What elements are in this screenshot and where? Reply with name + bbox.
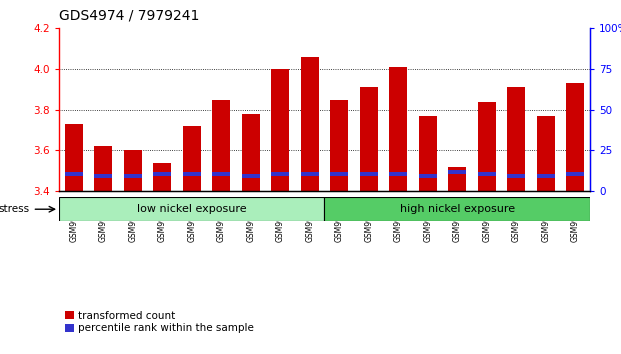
- Bar: [301, 172, 319, 176]
- Bar: [330, 172, 348, 176]
- Bar: [212, 172, 230, 176]
- Text: GDS4974 / 7979241: GDS4974 / 7979241: [59, 9, 199, 23]
- Bar: [537, 116, 555, 191]
- Bar: [242, 174, 260, 178]
- Bar: [537, 174, 555, 178]
- Bar: [360, 87, 378, 191]
- Bar: [419, 174, 437, 178]
- Bar: [448, 170, 466, 174]
- Bar: [566, 172, 584, 176]
- Bar: [507, 174, 525, 178]
- Bar: [478, 102, 496, 191]
- Bar: [389, 67, 407, 191]
- Bar: [153, 162, 171, 191]
- Bar: [183, 172, 201, 176]
- Bar: [183, 126, 201, 191]
- Bar: [124, 174, 142, 178]
- Bar: [330, 99, 348, 191]
- Bar: [242, 114, 260, 191]
- Text: stress: stress: [0, 204, 30, 214]
- Bar: [448, 167, 466, 191]
- Bar: [507, 87, 525, 191]
- Bar: [419, 116, 437, 191]
- Bar: [301, 57, 319, 191]
- Bar: [360, 172, 378, 176]
- Bar: [324, 197, 590, 221]
- Text: low nickel exposure: low nickel exposure: [137, 204, 247, 214]
- Bar: [65, 124, 83, 191]
- Bar: [59, 197, 324, 221]
- Bar: [566, 83, 584, 191]
- Bar: [271, 69, 289, 191]
- Bar: [389, 172, 407, 176]
- Bar: [271, 172, 289, 176]
- Bar: [94, 146, 112, 191]
- Bar: [94, 174, 112, 178]
- Bar: [124, 150, 142, 191]
- Legend: transformed count, percentile rank within the sample: transformed count, percentile rank withi…: [64, 310, 255, 334]
- Bar: [478, 172, 496, 176]
- Bar: [212, 99, 230, 191]
- Text: high nickel exposure: high nickel exposure: [400, 204, 515, 214]
- Bar: [153, 172, 171, 176]
- Bar: [65, 172, 83, 176]
